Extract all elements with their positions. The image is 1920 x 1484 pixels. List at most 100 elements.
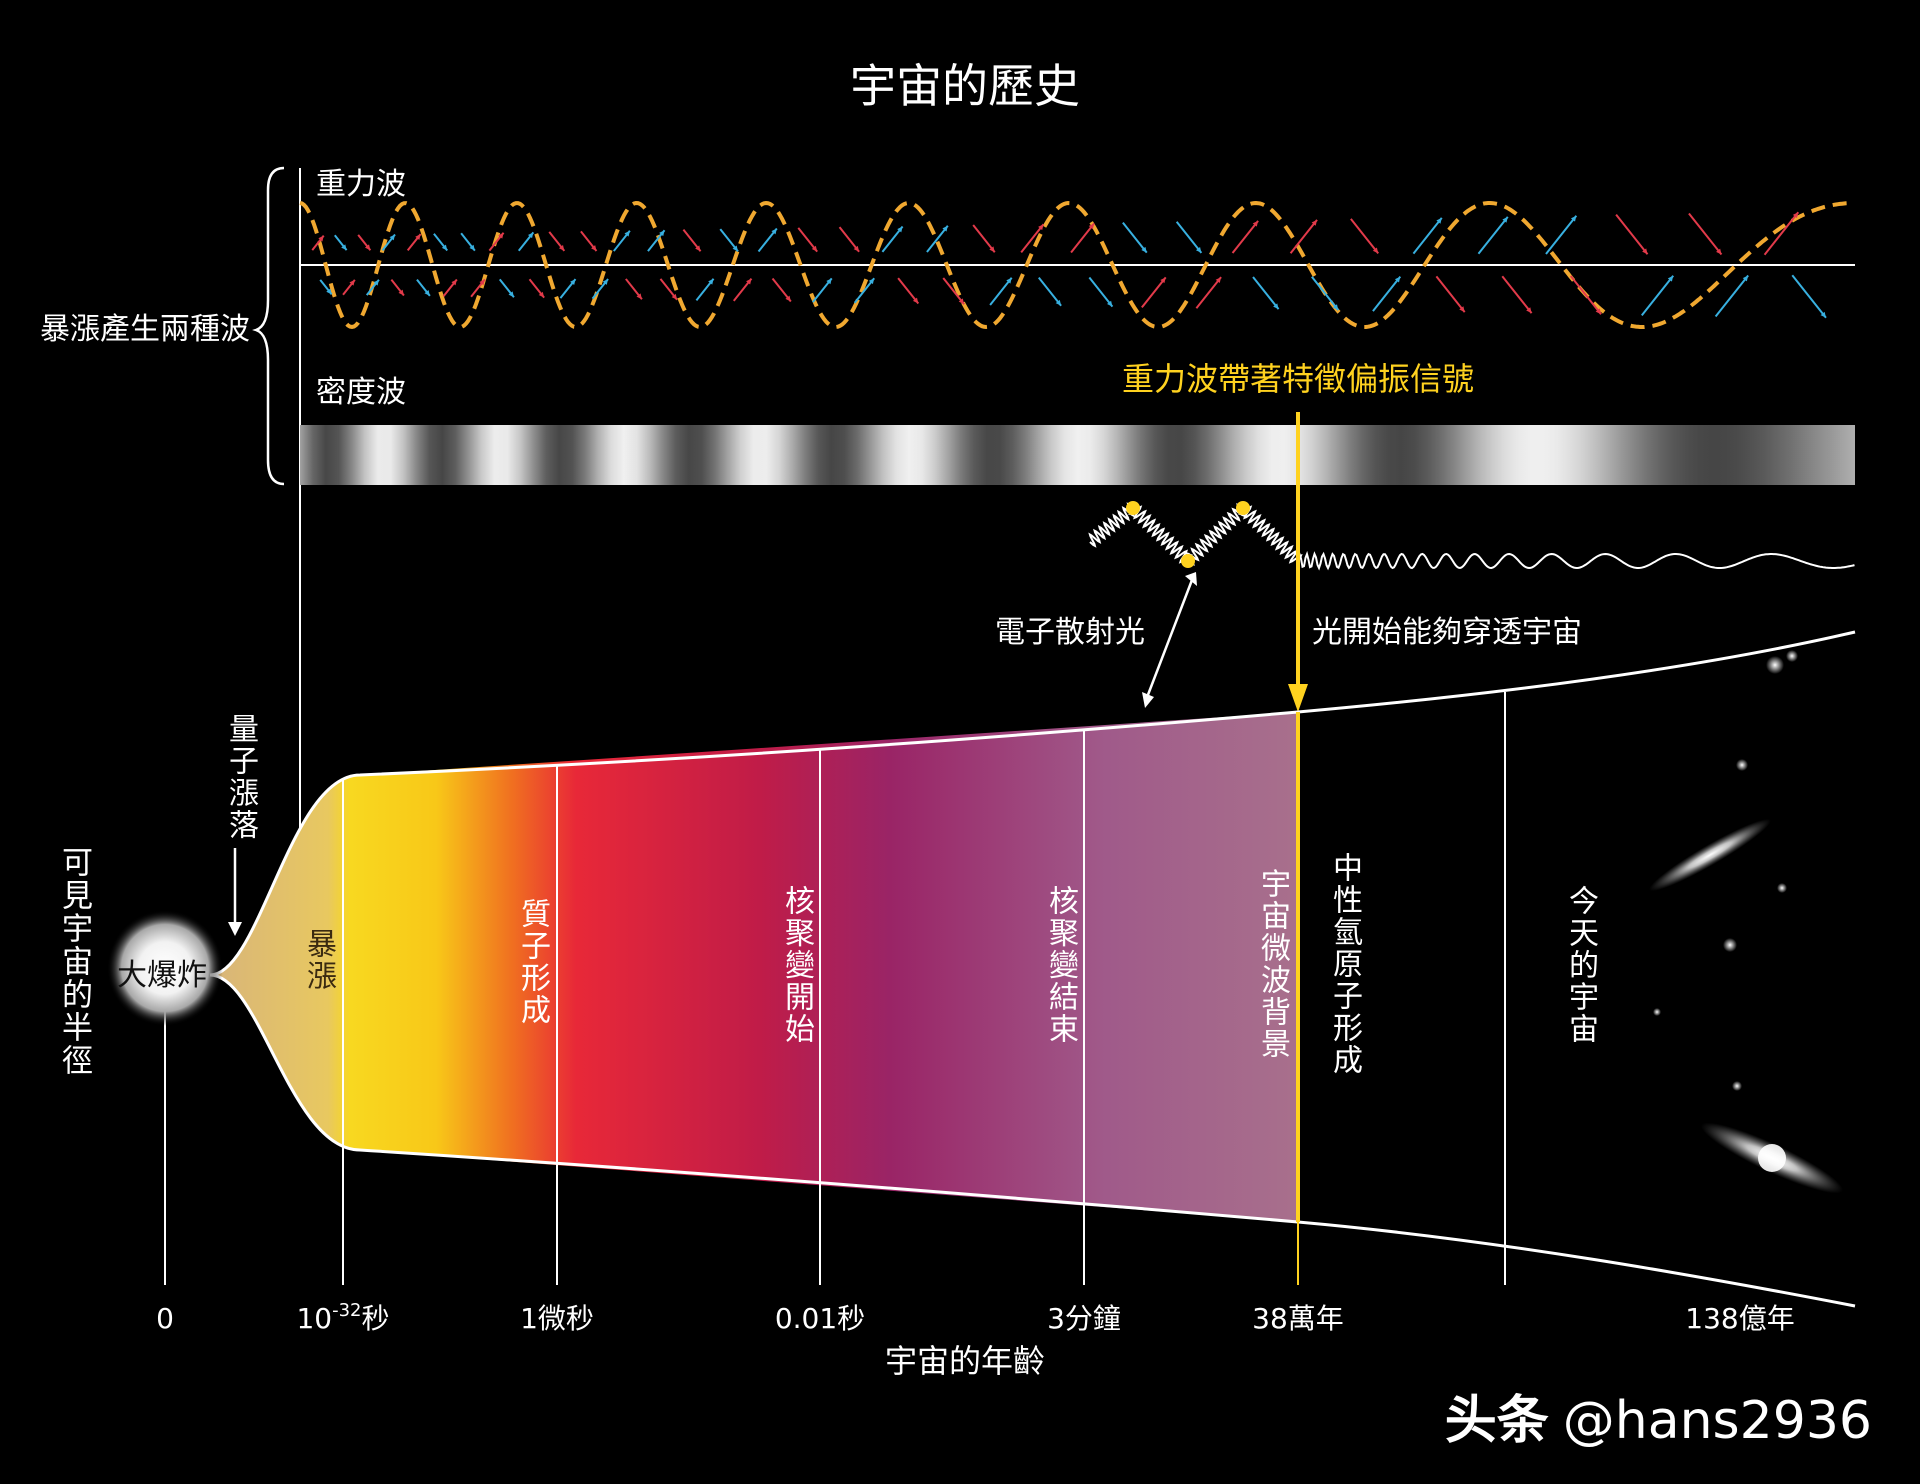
polarization-arrow [897,277,920,305]
time-tick-exponent: -32 [332,1300,361,1321]
star-icon [1766,656,1784,674]
time-tick-base: 10 [296,1302,332,1335]
polarization-arrowhead [508,291,514,298]
polarization-arrowhead [1273,303,1279,310]
polarization-arrowhead [415,234,421,240]
polarization-arrow [1070,222,1095,254]
polarization-arrowhead [341,244,347,251]
polarization-arrowhead [1436,217,1442,224]
polarization-arrowhead [811,245,818,252]
polarization-arrow [1615,214,1649,255]
polarization-arrowhead [695,245,701,252]
arrowhead [1142,692,1154,708]
x-axis-label: 宇宙的年齡 [885,1342,1045,1380]
polarization-arrow [1501,275,1533,314]
era-label-cmb: 宇宙微波背景 [1255,868,1290,1060]
polarization-arrowhead [1642,248,1648,255]
polarization-arrowhead [558,245,565,251]
polarization-arrowhead [469,244,475,251]
polarization-arrowhead [1526,307,1532,314]
polarization-arrow [1195,276,1222,309]
era-label-today: 今天的宇宙 [1563,885,1598,1045]
polarization-arrowhead [318,235,324,242]
watermark-brand: 头条 [1444,1391,1549,1451]
polarization-arrowhead [624,230,630,237]
time-tick-label: 3分鐘 [1047,1302,1121,1335]
polarization-arrow [926,225,949,253]
polarization-arrowhead [1570,215,1577,222]
polarization-arrowhead [349,279,355,286]
polarization-arrowhead [364,244,371,251]
polarization-arrow [1231,220,1259,254]
polarization-arrowhead [746,278,752,285]
polarization-arrow [1372,275,1402,312]
polarization-arrowhead [1215,277,1222,284]
polarization-arrowhead [771,228,777,235]
universe-cone-upper-edge [209,630,1856,977]
scatter-double-arrow [1144,579,1194,701]
polarization-arrow [881,225,904,253]
polarization-arrow [1763,211,1800,256]
polarization-arrow [1088,276,1114,308]
galaxies [1649,650,1843,1194]
era-label-neutral-hydrogen: 中性氫原子形成 [1327,852,1362,1076]
polarization-arrowhead [441,244,448,251]
transparent-note: 光開始能夠穿透宇宙 [1312,615,1582,650]
polarization-arrowhead [1088,223,1095,230]
polarization-arrowhead [785,295,791,302]
polarization-arrow [1569,275,1602,315]
time-tick-label: 10-32秒 [296,1300,389,1335]
universe-cone-lower-edge [209,973,1856,1308]
polarization-arrow [1020,223,1045,253]
star-icon [1786,650,1798,662]
polarization-arrowhead [591,245,597,251]
polarization-arrowhead [1394,276,1401,283]
polarization-arrowhead [1252,220,1259,227]
polarization-note: 重力波帶著特徵偏振信號 [1122,360,1474,398]
polarization-arrowhead [1055,299,1062,306]
star-icon [1723,938,1737,952]
polarization-arrowhead [424,290,430,296]
polarization-arrowhead [1195,246,1202,253]
polarization-arrowhead [326,288,332,295]
polarization-arrowhead [1459,306,1465,313]
polarization-arrowhead [942,225,948,232]
radius-label: 可見宇宙的半徑 [56,846,92,1077]
time-tick-label: 0 [156,1302,174,1335]
star-icon [1653,1008,1661,1016]
time-tick-unit: 秒 [362,1302,390,1335]
quantum-arrow-head [228,922,242,936]
polarization-arrowhead [1792,212,1799,219]
polarization-arrowhead [1006,277,1012,284]
big-bang-label: 大爆炸 [117,958,207,993]
gravity-wave-curve [299,200,1854,330]
polarization-arrow [1435,275,1466,313]
era-label-nucleosynthesis-end: 核聚變結束 [1043,885,1078,1045]
universe-cone [210,712,1298,1222]
polarization-arrowhead [1667,275,1674,282]
polarization-arrowhead [912,297,919,304]
galaxy-icon [1649,818,1771,892]
brace-label: 暴漲產生兩種波 [40,312,250,347]
era-label-quark: 質子形成 [515,898,550,1026]
polarization-arrow [1791,274,1827,319]
polarization-arrowhead [671,293,678,300]
time-tick-label: 1微秒 [520,1302,594,1335]
watermark-handle: @hans2936 [1562,1391,1872,1451]
polarization-arrow [1038,277,1062,307]
polarization-arrow [1641,275,1674,316]
polarization-arrow [1412,217,1443,255]
polarization-arrowhead [989,246,995,253]
polarization-arrow [1122,221,1148,254]
polarization-arrowhead [498,232,504,239]
polarization-arrowhead [389,234,396,241]
polarization-arrow [989,277,1013,306]
polarization-arrowhead [527,232,534,239]
polarization-arrowhead [826,278,832,285]
polarization-arrowhead [1716,248,1722,255]
polarization-arrow [1714,274,1749,318]
polarization-arrowhead [1502,216,1508,223]
polarization-arrowhead [868,278,875,285]
polarization-arrows [311,211,1827,319]
electron-dot [1126,501,1140,515]
